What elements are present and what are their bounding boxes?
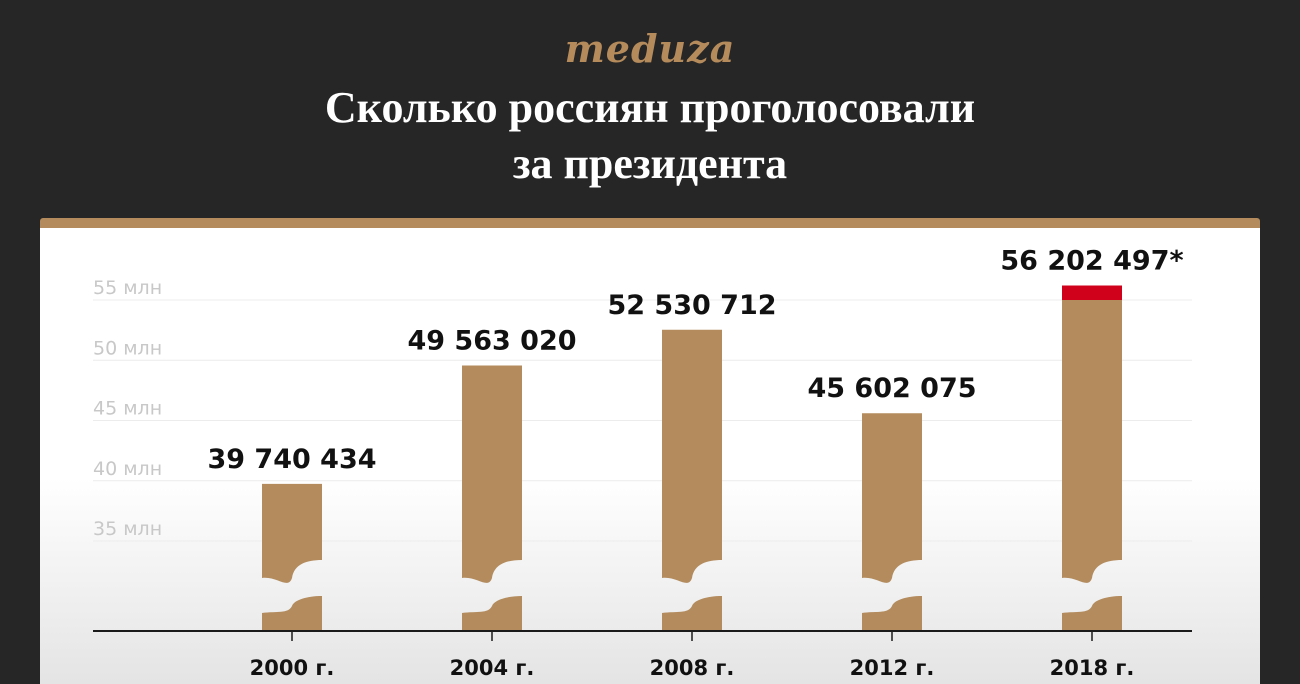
x-tick-label: 2004 г.	[450, 656, 535, 680]
panel-accent-strip	[40, 218, 1260, 228]
bar	[462, 365, 522, 583]
bar	[862, 413, 922, 583]
page-title: Сколько россиян проголосовали за президе…	[0, 80, 1300, 192]
y-tick-label: 35 млн	[93, 518, 162, 540]
x-tick-label: 2012 г.	[850, 656, 935, 680]
chart-panel	[40, 228, 1260, 684]
meduza-logo: meduza	[564, 26, 736, 71]
x-tick-label: 2018 г.	[1050, 656, 1135, 680]
value-label: 39 740 434	[207, 444, 376, 475]
bar	[262, 483, 322, 583]
bar-base-segment	[462, 596, 522, 631]
bar-base-segment	[662, 596, 722, 631]
bar-base-segment	[262, 596, 322, 631]
y-tick-label: 40 млн	[93, 458, 162, 480]
value-label: 52 530 712	[607, 290, 776, 321]
title-line-1: Сколько россиян проголосовали	[324, 83, 976, 132]
x-tick-label: 2000 г.	[250, 656, 335, 680]
bar	[1062, 285, 1122, 583]
value-label: 49 563 020	[407, 326, 576, 357]
value-label: 45 602 075	[807, 373, 976, 404]
title-line-2: за президента	[512, 139, 788, 188]
bar-base-segment	[1062, 596, 1122, 631]
y-tick-label: 50 млн	[93, 337, 162, 359]
bar-base-segment	[862, 596, 922, 631]
bar-highlight	[1062, 285, 1122, 300]
x-tick-label: 2008 г.	[650, 656, 735, 680]
y-tick-label: 45 млн	[93, 398, 162, 420]
bar	[662, 329, 722, 583]
value-label: 56 202 497*	[1000, 246, 1183, 277]
y-tick-label: 55 млн	[93, 277, 162, 299]
